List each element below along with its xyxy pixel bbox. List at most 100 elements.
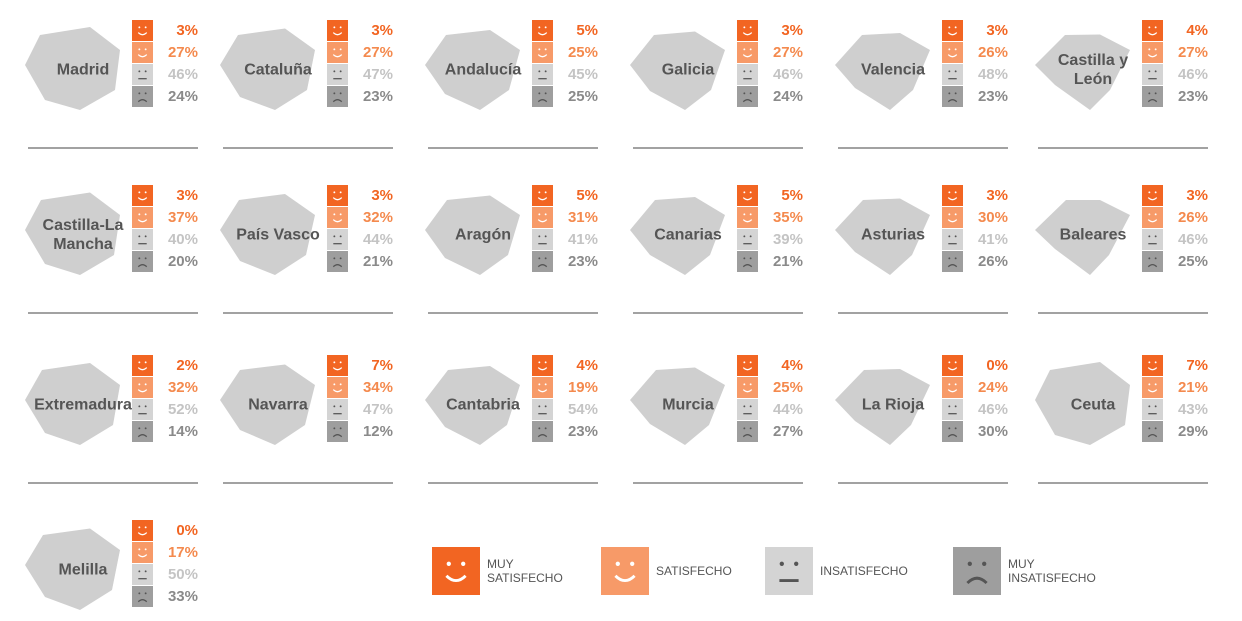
- icon-eye: [1154, 70, 1157, 73]
- value-label: 35%: [773, 209, 803, 226]
- region-shape: [220, 194, 315, 275]
- icon-mouth: [742, 99, 753, 103]
- icon-mouth: [137, 197, 148, 201]
- value-label: 47%: [363, 401, 393, 418]
- value-label: 23%: [568, 423, 598, 440]
- legend-label: SATISFECHO: [656, 564, 732, 578]
- icon-eye: [339, 427, 342, 430]
- icon-box: [942, 251, 963, 272]
- icon-eye: [339, 92, 342, 95]
- value-label: 12%: [363, 423, 393, 440]
- icon-box: [327, 421, 348, 442]
- icon-box: [327, 355, 348, 376]
- icon-eye: [1148, 257, 1151, 260]
- icon-eye: [144, 70, 147, 73]
- value-label: 21%: [773, 253, 803, 270]
- icon-box: [132, 64, 153, 85]
- icon-box: [432, 547, 480, 595]
- icon-eye: [544, 257, 547, 260]
- value-label: 3%: [986, 187, 1008, 204]
- icon-mouth: [742, 389, 753, 393]
- value-label: 17%: [168, 544, 198, 561]
- region-shape: [425, 195, 520, 275]
- icon-eye: [948, 26, 951, 29]
- icon-mouth: [332, 264, 343, 268]
- icon-box: [132, 86, 153, 107]
- icon-eye: [538, 191, 541, 194]
- value-label: 26%: [978, 253, 1008, 270]
- region-name: Canarias: [654, 226, 722, 244]
- icon-eye: [954, 26, 957, 29]
- icon-eye: [948, 70, 951, 73]
- value-label: 27%: [773, 44, 803, 61]
- icon-eye: [144, 383, 147, 386]
- icon-mouth: [742, 197, 753, 201]
- icon-box: [532, 207, 553, 228]
- icon-eye: [144, 191, 147, 194]
- icon-eye: [749, 361, 752, 364]
- value-label: 50%: [168, 566, 198, 583]
- icon-eye: [948, 383, 951, 386]
- icon-mouth: [1147, 367, 1158, 371]
- icon-box: [532, 399, 553, 420]
- icon-eye: [333, 213, 336, 216]
- value-label: 20%: [168, 253, 198, 270]
- icon-eye: [743, 257, 746, 260]
- icon-eye: [333, 235, 336, 238]
- icon-eye: [743, 26, 746, 29]
- value-label: 30%: [978, 423, 1008, 440]
- value-label: 0%: [986, 357, 1008, 374]
- value-label: 44%: [363, 231, 393, 248]
- icon-eye: [144, 592, 147, 595]
- icon-mouth: [742, 434, 753, 438]
- value-label: 26%: [1178, 209, 1208, 226]
- value-label: 27%: [773, 423, 803, 440]
- icon-eye: [544, 92, 547, 95]
- icon-eye: [544, 427, 547, 430]
- icon-eye: [544, 213, 547, 216]
- icon-box: [132, 399, 153, 420]
- icon-mouth: [332, 434, 343, 438]
- icon-eye: [144, 235, 147, 238]
- icon-eye: [138, 526, 141, 529]
- icon-eye: [749, 92, 752, 95]
- icon-box: [942, 207, 963, 228]
- icon-eye: [749, 26, 752, 29]
- icon-box: [942, 377, 963, 398]
- icon-eye: [138, 427, 141, 430]
- region-name: Cantabria: [446, 396, 520, 414]
- icon-eye: [544, 191, 547, 194]
- icon-mouth: [947, 197, 958, 201]
- region-shape: [630, 31, 725, 110]
- icon-box: [1142, 229, 1163, 250]
- icon-box: [1142, 20, 1163, 41]
- value-label: 32%: [363, 209, 393, 226]
- icon-eye: [749, 213, 752, 216]
- value-label: 25%: [773, 379, 803, 396]
- icon-box: [532, 42, 553, 63]
- icon-box: [132, 542, 153, 563]
- value-label: 39%: [773, 231, 803, 248]
- icon-mouth: [137, 99, 148, 103]
- icon-box: [532, 377, 553, 398]
- icon-box: [532, 64, 553, 85]
- value-label: 41%: [568, 231, 598, 248]
- value-label: 52%: [168, 401, 198, 418]
- icon-box: [327, 185, 348, 206]
- icon-eye: [779, 561, 784, 566]
- region-name: Melilla: [58, 561, 108, 579]
- icon-eye: [538, 257, 541, 260]
- icon-eye: [1148, 383, 1151, 386]
- icon-box: [327, 229, 348, 250]
- icon-mouth: [742, 264, 753, 268]
- icon-box: [1142, 185, 1163, 206]
- icon-box: [942, 185, 963, 206]
- legend-label: INSATISFECHO: [820, 564, 908, 578]
- region-name: Asturias: [860, 226, 926, 244]
- region-name: Murcia: [662, 396, 714, 414]
- value-label: 45%: [568, 66, 598, 83]
- icon-mouth: [537, 32, 548, 36]
- icon-mouth: [445, 574, 467, 583]
- region-shape: [220, 28, 315, 110]
- value-label: 3%: [1186, 187, 1208, 204]
